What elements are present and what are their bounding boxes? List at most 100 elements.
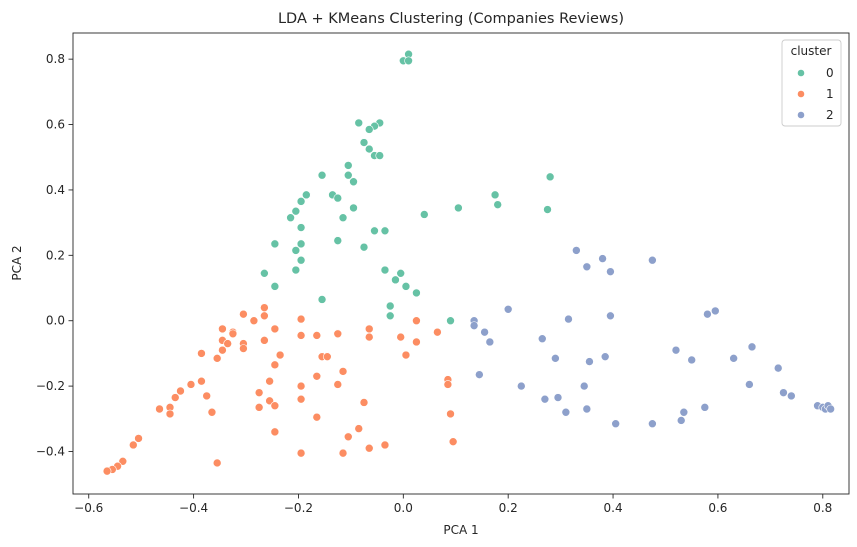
data-point bbox=[134, 434, 143, 443]
data-point bbox=[729, 354, 738, 363]
data-point bbox=[291, 265, 301, 275]
data-point bbox=[380, 440, 390, 450]
data-point bbox=[433, 327, 442, 337]
data-point bbox=[606, 311, 615, 321]
data-point bbox=[186, 380, 196, 389]
data-point bbox=[338, 367, 348, 376]
data-point bbox=[364, 443, 374, 453]
data-point bbox=[671, 345, 681, 355]
data-point bbox=[745, 380, 754, 389]
data-point bbox=[582, 404, 592, 414]
data-point bbox=[380, 226, 390, 236]
data-point bbox=[826, 404, 835, 414]
data-point bbox=[265, 376, 274, 386]
data-point bbox=[545, 172, 555, 182]
data-point bbox=[239, 309, 248, 319]
data-point bbox=[170, 393, 180, 402]
data-point bbox=[260, 311, 269, 321]
data-point bbox=[343, 432, 353, 442]
data-point bbox=[254, 388, 264, 397]
data-point bbox=[338, 448, 348, 458]
data-point bbox=[102, 466, 112, 476]
legend-marker bbox=[797, 90, 805, 98]
data-point bbox=[296, 314, 306, 324]
data-point bbox=[239, 344, 248, 353]
data-point bbox=[333, 380, 343, 389]
data-point bbox=[296, 448, 306, 458]
x-tick-label: −0.2 bbox=[284, 501, 313, 515]
data-point bbox=[270, 427, 280, 437]
data-point bbox=[540, 394, 550, 404]
data-point bbox=[260, 336, 269, 345]
data-point bbox=[128, 440, 138, 450]
data-point bbox=[349, 203, 358, 213]
data-point bbox=[446, 409, 455, 419]
data-point bbox=[391, 275, 400, 285]
data-point bbox=[333, 236, 343, 245]
data-point bbox=[223, 339, 232, 348]
series-2 bbox=[469, 246, 835, 429]
data-point bbox=[385, 301, 395, 311]
data-point bbox=[579, 381, 589, 391]
y-axis-ticks: −0.4 −0.2 0.0 0.2 0.4 0.6 0.8 bbox=[36, 52, 73, 458]
data-point bbox=[364, 144, 374, 154]
data-point bbox=[370, 226, 379, 236]
data-point bbox=[260, 269, 269, 278]
data-point bbox=[553, 393, 563, 402]
data-point bbox=[404, 56, 413, 66]
data-point bbox=[270, 324, 280, 334]
data-point bbox=[207, 407, 217, 417]
data-point bbox=[585, 357, 594, 366]
data-point bbox=[380, 265, 390, 275]
data-point bbox=[703, 309, 712, 319]
data-point bbox=[343, 161, 353, 170]
data-point bbox=[291, 206, 301, 216]
data-point bbox=[582, 262, 592, 272]
data-point bbox=[296, 331, 306, 340]
data-point bbox=[359, 242, 369, 252]
data-point bbox=[333, 193, 343, 203]
data-point bbox=[572, 246, 581, 255]
data-point bbox=[218, 324, 227, 334]
data-point bbox=[412, 337, 421, 347]
y-tick-label: 0.8 bbox=[46, 52, 65, 66]
legend-label: 0 bbox=[826, 66, 834, 80]
data-point bbox=[385, 311, 395, 321]
data-point bbox=[312, 371, 322, 381]
y-tick-label: 0.0 bbox=[46, 314, 65, 328]
data-point bbox=[710, 306, 720, 316]
plot-area-frame bbox=[72, 32, 850, 495]
data-point bbox=[396, 269, 406, 278]
y-tick-label: 0.4 bbox=[46, 183, 65, 197]
data-point bbox=[561, 407, 571, 417]
data-point bbox=[212, 354, 222, 363]
x-tick-label: −0.4 bbox=[179, 501, 208, 515]
x-axis-ticks: −0.6 −0.4 −0.2 0.0 0.2 0.4 0.6 0.8 bbox=[74, 494, 832, 515]
data-point bbox=[679, 407, 689, 417]
y-tick-label: 0.6 bbox=[46, 118, 65, 132]
data-point bbox=[446, 316, 455, 326]
data-point bbox=[419, 210, 429, 219]
data-point bbox=[648, 419, 657, 429]
x-tick-label: 0.4 bbox=[604, 501, 623, 515]
data-point bbox=[469, 321, 479, 330]
data-point bbox=[296, 197, 306, 206]
data-point bbox=[254, 403, 264, 412]
data-point bbox=[286, 213, 295, 223]
data-point bbox=[291, 246, 301, 255]
series-1 bbox=[102, 303, 458, 476]
data-point bbox=[322, 352, 332, 361]
data-point bbox=[197, 349, 206, 358]
data-point bbox=[165, 409, 175, 419]
data-point bbox=[249, 316, 259, 326]
data-point bbox=[296, 239, 306, 249]
data-point bbox=[354, 424, 364, 433]
legend-label: 1 bbox=[826, 87, 834, 101]
data-point bbox=[375, 151, 385, 160]
data-point bbox=[312, 331, 322, 340]
data-point bbox=[364, 125, 374, 134]
data-point bbox=[270, 239, 280, 249]
data-point bbox=[333, 329, 343, 339]
data-point bbox=[564, 314, 573, 324]
